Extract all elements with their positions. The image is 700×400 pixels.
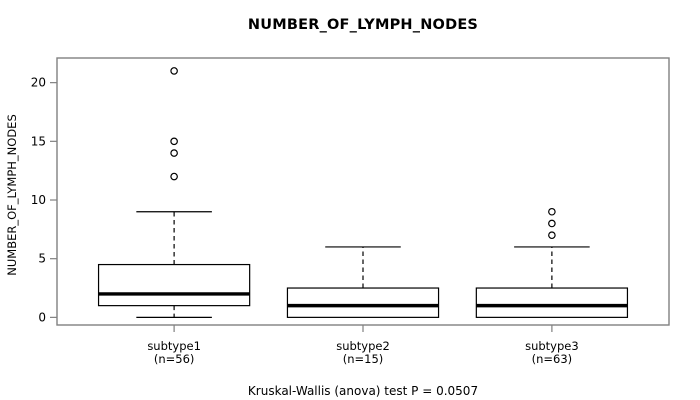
outlier-point <box>548 207 556 216</box>
group-label: subtype1 <box>147 339 201 353</box>
outlier-point <box>170 172 178 181</box>
outlier-point <box>170 67 178 75</box>
y-tick-label: 5 <box>38 252 46 266</box>
y-tick-label: 0 <box>38 310 46 324</box>
group-sublabel: (n=56) <box>154 352 195 366</box>
iqr-box <box>475 287 629 318</box>
outlier-point <box>548 231 556 240</box>
iqr-box <box>97 263 251 307</box>
y-tick-label: 15 <box>31 134 46 148</box>
outlier-point <box>170 137 178 146</box>
stat-test-caption: Kruskal-Wallis (anova) test P = 0.0507 <box>247 384 479 398</box>
group-label: subtype3 <box>525 339 579 353</box>
iqr-box <box>286 287 440 318</box>
chart-title: NUMBER_OF_LYMPH_NODES <box>247 17 479 33</box>
outlier-point <box>170 149 178 157</box>
y-tick-label: 20 <box>31 76 46 90</box>
y-tick-label: 10 <box>31 193 46 207</box>
outlier-point <box>548 219 556 228</box>
group-label: subtype2 <box>336 339 390 353</box>
group-sublabel: (n=63) <box>532 352 573 366</box>
group-sublabel: (n=15) <box>343 352 384 366</box>
